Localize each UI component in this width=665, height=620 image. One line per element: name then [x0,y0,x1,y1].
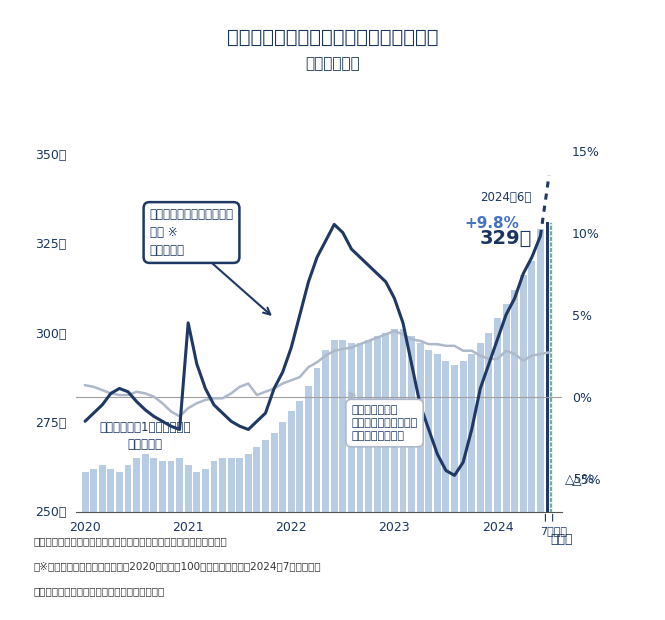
Bar [365,340,372,620]
Bar [417,343,424,620]
Bar [426,350,432,620]
Bar [520,275,527,620]
Bar [374,336,380,620]
Bar [288,411,295,620]
Bar [271,433,277,620]
Bar [537,229,544,620]
Bar [529,261,535,620]
Bar [124,465,132,620]
Text: △5%: △5% [565,472,594,485]
Text: ［出所］　総務省「小売物価統計調査」を基に帝国データバンク作成: ［出所］ 総務省「小売物価統計調査」を基に帝国データバンク作成 [33,536,227,546]
Bar [305,386,312,620]
Text: 「カレーライス物価」と「指数」伸び率: 「カレーライス物価」と「指数」伸び率 [227,28,438,47]
Bar [434,354,441,620]
Bar [494,318,501,620]
Bar [236,458,243,620]
Bar [202,469,209,620]
Text: カレーライス1食分当たりの
調理コスト: カレーライス1食分当たりの 調理コスト [100,420,191,451]
Bar [468,354,475,620]
Bar [391,329,398,620]
Bar [108,469,114,620]
Bar [331,340,338,620]
Bar [545,221,549,620]
Text: 2024年6月: 2024年6月 [481,191,532,204]
Bar [168,461,174,620]
Bar [262,440,269,620]
Bar [116,472,123,620]
Bar [99,465,106,620]
Bar [219,458,226,620]
Bar [477,343,483,620]
Text: の東京都区部物価を基に算出した予想値: の東京都区部物価を基に算出した予想値 [33,586,164,596]
Bar [356,343,364,620]
Text: +9.8%: +9.8% [464,216,519,231]
Bar [211,461,217,620]
Bar [451,365,458,620]
Bar [150,458,157,620]
Bar [511,290,518,620]
Text: （全国平均）: （全国平均） [305,56,360,71]
Text: ［※］　カレーライス物価指数：2020年平均を100とした時の推移。2024年7月は同月分: ［※］ カレーライス物価指数：2020年平均を100とした時の推移。2024年7… [33,561,321,571]
Bar [400,329,406,620]
Bar [194,472,200,620]
Bar [90,469,97,620]
Text: 329円: 329円 [479,229,532,248]
Bar [297,401,303,620]
Bar [279,422,286,620]
Bar [339,340,346,620]
Bar [245,454,252,620]
Bar [460,361,467,620]
Bar [253,447,260,620]
Text: （年）: （年） [551,533,573,546]
Bar [408,336,415,620]
Text: 消費者物価指数
（生鮮食品除く総合）
全国、前年同月比: 消費者物価指数 （生鮮食品除く総合） 全国、前年同月比 [351,405,418,441]
Bar [133,458,140,620]
Text: 7月予想: 7月予想 [540,526,567,536]
Bar [185,465,192,620]
Text: 「カレーライス物価指数」
推移 ※
前年同月比: 「カレーライス物価指数」 推移 ※ 前年同月比 [150,208,233,257]
Bar [227,458,235,620]
Bar [314,368,321,620]
Bar [82,472,88,620]
Bar [442,361,450,620]
Bar [549,221,553,620]
Bar [142,454,149,620]
Bar [382,332,389,620]
Bar [176,458,183,620]
Bar [348,343,355,620]
Bar [485,332,492,620]
Bar [323,350,329,620]
Bar [503,304,509,620]
Bar [159,461,166,620]
